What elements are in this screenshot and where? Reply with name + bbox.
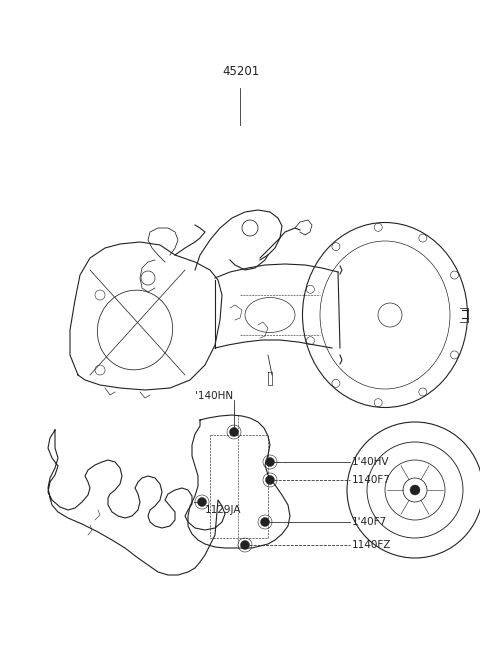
Text: '140HN: '140HN [195,391,233,401]
Circle shape [197,497,206,507]
Circle shape [265,457,275,466]
Text: 1140F7: 1140F7 [352,475,391,485]
Circle shape [229,428,239,436]
Circle shape [261,518,269,526]
Text: 1'40F7: 1'40F7 [352,517,387,527]
Text: 1'40HV: 1'40HV [352,457,389,467]
Circle shape [378,303,402,327]
Circle shape [410,485,420,495]
Circle shape [265,476,275,484]
Circle shape [240,541,250,549]
Text: 45201: 45201 [222,65,259,78]
Text: 1140FZ: 1140FZ [352,540,391,550]
Text: 1129JA: 1129JA [205,505,241,515]
